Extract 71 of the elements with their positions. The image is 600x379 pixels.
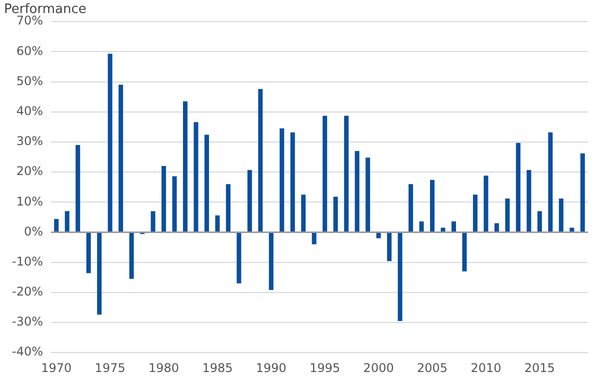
bar — [301, 194, 306, 232]
bar — [462, 232, 467, 272]
bar — [537, 211, 542, 232]
x-tick-label: 1985 — [202, 360, 233, 375]
bar — [387, 232, 392, 262]
bar — [194, 122, 198, 232]
bar — [398, 232, 402, 322]
bar — [247, 170, 252, 232]
bar — [430, 180, 435, 232]
bar — [162, 166, 166, 232]
bar — [182, 101, 188, 232]
y-tick-label: 70% — [16, 14, 43, 28]
bar — [548, 132, 553, 232]
bar — [312, 232, 316, 244]
bar — [344, 116, 349, 232]
bar — [419, 221, 424, 232]
x-tick-label: 2000 — [363, 360, 394, 375]
bar — [280, 128, 284, 232]
bar — [236, 232, 242, 284]
y-tick-label: 0% — [24, 224, 43, 238]
y-tick-label: 50% — [16, 74, 43, 88]
bar — [505, 198, 510, 232]
bar — [526, 170, 532, 232]
bar — [97, 232, 102, 315]
bar — [322, 116, 328, 232]
y-tick-label: 30% — [16, 134, 43, 148]
bar — [558, 198, 564, 232]
x-tick-label: 2015 — [524, 360, 555, 375]
y-tick-label: 20% — [16, 164, 43, 178]
bar — [54, 218, 59, 232]
x-tick-label: 2010 — [470, 360, 502, 375]
x-tick-label: 1970 — [41, 360, 72, 375]
bar — [516, 142, 520, 232]
bar — [333, 196, 338, 232]
bar — [570, 228, 574, 232]
bar — [150, 211, 156, 232]
bar — [86, 232, 91, 274]
bar — [64, 211, 70, 232]
bar — [451, 221, 456, 232]
y-tick-label: -20% — [12, 284, 43, 299]
bar — [366, 158, 370, 232]
bar — [290, 132, 295, 232]
x-tick-label: 1980 — [148, 360, 180, 375]
bar — [226, 184, 230, 232]
x-tick-label: 2005 — [416, 360, 448, 375]
bar — [376, 232, 381, 238]
y-tick-label: -30% — [12, 314, 43, 329]
bar — [580, 153, 585, 232]
bar — [108, 54, 112, 232]
y-tick-label: -10% — [12, 254, 43, 268]
y-tick-label: -40% — [12, 344, 43, 359]
bar — [484, 176, 488, 232]
bar — [440, 228, 446, 232]
bar — [172, 176, 177, 232]
x-tick-label: 1975 — [94, 360, 126, 375]
bar — [408, 184, 414, 232]
bar — [204, 134, 209, 232]
bar — [215, 215, 220, 232]
bar — [76, 144, 80, 232]
y-tick-label: 60% — [16, 44, 43, 58]
bar — [494, 223, 499, 232]
y-tick-label: 40% — [16, 104, 43, 118]
bar — [258, 89, 263, 232]
bar — [354, 150, 360, 232]
bar — [472, 194, 478, 232]
x-tick-label: 1990 — [256, 360, 286, 375]
y-tick-label: 10% — [16, 194, 43, 208]
bar — [268, 232, 274, 290]
bar — [129, 232, 134, 279]
bar — [118, 84, 124, 232]
x-tick-label: 1995 — [310, 360, 340, 375]
